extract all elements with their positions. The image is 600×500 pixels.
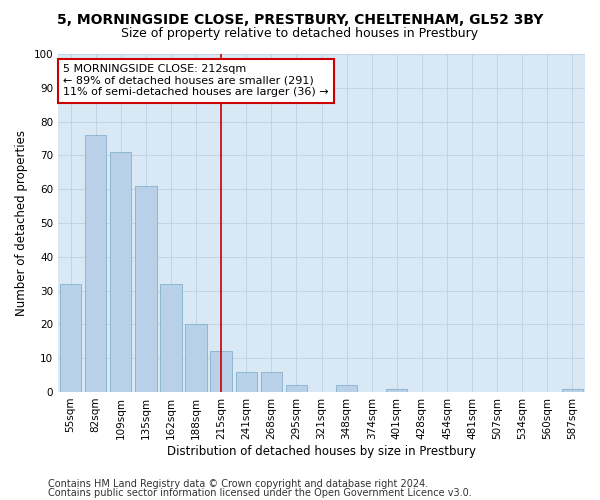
Text: Contains HM Land Registry data © Crown copyright and database right 2024.: Contains HM Land Registry data © Crown c… [48,479,428,489]
Text: 5 MORNINGSIDE CLOSE: 212sqm
← 89% of detached houses are smaller (291)
11% of se: 5 MORNINGSIDE CLOSE: 212sqm ← 89% of det… [64,64,329,98]
Bar [562,388,583,392]
Bar [60,284,81,392]
Bar [211,352,232,392]
Bar [386,388,407,392]
Bar [236,372,257,392]
Bar [260,372,282,392]
Y-axis label: Number of detached properties: Number of detached properties [15,130,28,316]
Bar [85,135,106,392]
Bar [160,284,182,392]
Bar [185,324,207,392]
Bar [336,385,357,392]
Bar [286,385,307,392]
Bar [110,152,131,392]
Text: 5, MORNINGSIDE CLOSE, PRESTBURY, CHELTENHAM, GL52 3BY: 5, MORNINGSIDE CLOSE, PRESTBURY, CHELTEN… [57,12,543,26]
Text: Size of property relative to detached houses in Prestbury: Size of property relative to detached ho… [121,28,479,40]
X-axis label: Distribution of detached houses by size in Prestbury: Distribution of detached houses by size … [167,444,476,458]
Text: Contains public sector information licensed under the Open Government Licence v3: Contains public sector information licen… [48,488,472,498]
Bar [135,186,157,392]
